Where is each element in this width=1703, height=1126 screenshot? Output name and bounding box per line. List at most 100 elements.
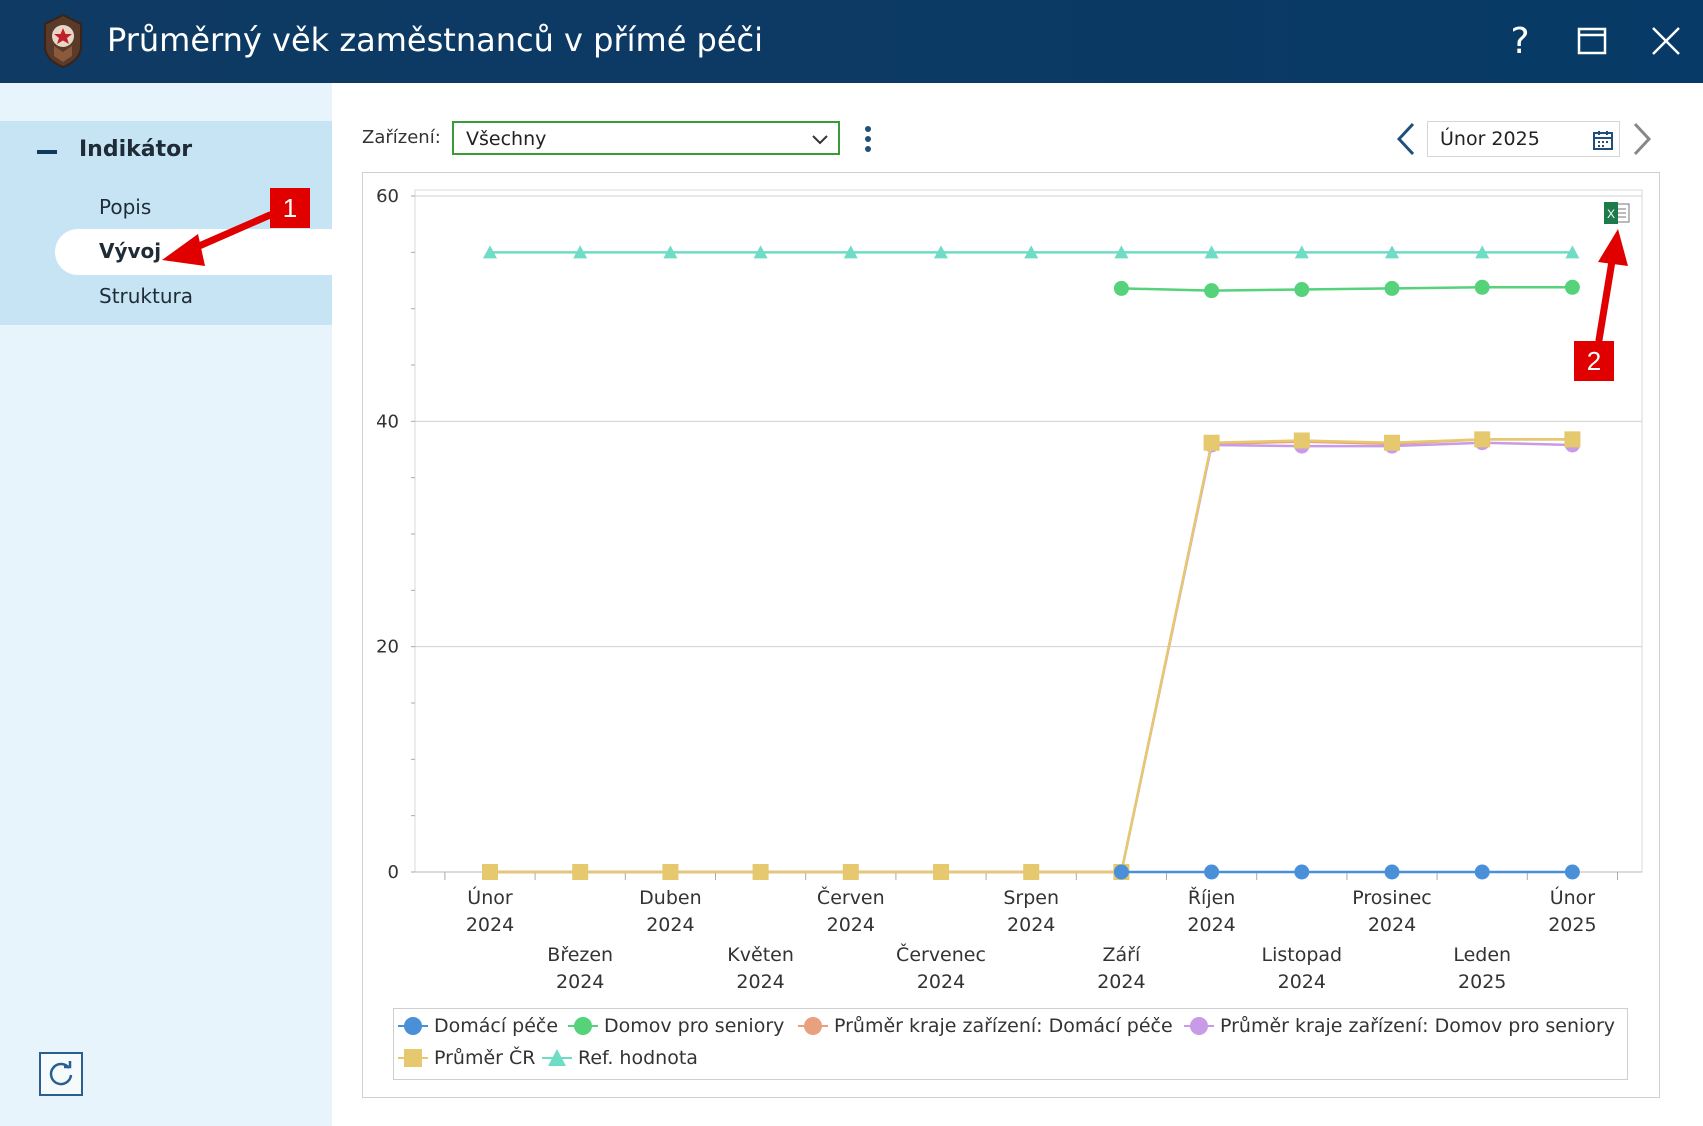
maximize-button[interactable] — [1567, 14, 1617, 68]
data-point — [933, 864, 949, 880]
help-icon: ? — [1510, 20, 1530, 62]
data-point — [1474, 279, 1490, 295]
annotation-callout-2: 2 — [1574, 341, 1614, 381]
data-point — [1113, 864, 1129, 880]
previous-period-button[interactable] — [1391, 120, 1421, 158]
sidebar-item-vyvoj[interactable]: Vývoj — [99, 239, 162, 263]
data-point — [1474, 431, 1491, 448]
x-tick-label: 2024 — [556, 971, 604, 993]
x-tick-label: Leden — [1453, 944, 1511, 966]
calendar-icon[interactable] — [1593, 130, 1613, 150]
refresh-button[interactable] — [39, 1052, 83, 1096]
indicator-section: Indikátor Popis Vývoj Struktura — [0, 121, 332, 325]
period-value: Únor 2025 — [1440, 128, 1540, 150]
annotation-callout-1: 1 — [270, 188, 310, 228]
excel-icon: X — [1604, 202, 1630, 224]
data-point — [1204, 864, 1220, 880]
legend-item[interactable]: Domov pro seniory — [568, 1015, 784, 1037]
period-picker[interactable]: Únor 2025 — [1427, 121, 1620, 157]
legend-item[interactable]: Průměr kraje zařízení: Domácí péče — [798, 1015, 1173, 1037]
data-point — [1024, 245, 1039, 259]
sidebar-item-struktura[interactable]: Struktura — [99, 284, 194, 308]
series-line — [490, 441, 1573, 874]
data-point — [1294, 282, 1310, 298]
x-tick-label: Srpen — [1003, 887, 1059, 909]
x-tick-label: 2024 — [1187, 914, 1235, 936]
data-point — [1204, 283, 1220, 299]
data-point — [1023, 864, 1040, 880]
data-point — [1384, 864, 1400, 880]
data-point — [572, 864, 589, 880]
title-bar: Průměrný věk zaměstnanců v přímé péči ? — [0, 0, 1703, 83]
close-button[interactable] — [1641, 14, 1691, 68]
data-point — [843, 245, 858, 259]
close-icon — [1652, 27, 1680, 55]
kebab-menu-icon — [865, 126, 871, 152]
facility-select[interactable]: Všechny — [452, 121, 840, 155]
data-point — [1203, 434, 1220, 451]
data-point — [662, 864, 679, 880]
data-point — [1204, 245, 1219, 259]
data-point — [934, 245, 948, 259]
data-point — [1565, 245, 1580, 259]
sidebar-item-popis[interactable]: Popis — [99, 195, 152, 219]
data-point — [1384, 280, 1400, 296]
x-tick-label: Květen — [727, 944, 794, 966]
x-tick-label: 2025 — [1548, 914, 1596, 936]
window-title: Průměrný věk zaměstnanců v přímé péči — [107, 21, 764, 59]
data-point — [573, 245, 588, 259]
data-point — [1293, 432, 1310, 449]
x-tick-label: Říjen — [1188, 886, 1236, 909]
sidebar-item-vyvoj-highlight[interactable] — [55, 229, 332, 275]
data-point — [482, 864, 498, 880]
x-tick-label: 2024 — [466, 914, 514, 936]
data-point — [1114, 245, 1129, 259]
data-point — [1113, 280, 1129, 296]
data-point — [842, 864, 859, 880]
legend-marker-circle-icon — [398, 1017, 428, 1035]
chevron-down-icon — [812, 135, 828, 145]
line-chart: 0 20 40 60 Únor 2024 Březen 2024 Duben 2024 Květen… — [376, 186, 1643, 993]
app-logo-icon — [34, 12, 92, 70]
data-point — [752, 864, 769, 880]
legend-item[interactable]: Ref. hodnota — [542, 1047, 698, 1069]
legend-item[interactable]: Průměr kraje zařízení: Domov pro seniory — [1184, 1015, 1615, 1037]
x-tick-label: Duben — [639, 887, 701, 909]
next-period-button[interactable] — [1627, 120, 1657, 158]
x-tick-label: Únor — [467, 885, 513, 909]
legend-marker-circle-icon — [1184, 1017, 1214, 1035]
legend-label: Ref. hodnota — [578, 1047, 698, 1069]
x-tick-label: Únor — [1550, 885, 1596, 909]
refresh-icon — [49, 1061, 73, 1086]
data-point — [1564, 279, 1580, 295]
x-tick-label: 2024 — [646, 914, 694, 936]
export-excel-button[interactable]: X — [1603, 198, 1631, 228]
more-options-button[interactable] — [858, 124, 878, 154]
y-tick-label: 20 — [376, 637, 399, 658]
x-tick-label: Září — [1103, 944, 1141, 966]
x-tick-label: 2024 — [1097, 971, 1145, 993]
y-tick-label: 0 — [388, 862, 399, 883]
x-tick-label: 2024 — [1007, 914, 1055, 936]
data-point — [1384, 434, 1400, 451]
data-point — [1294, 245, 1309, 259]
help-button[interactable]: ? — [1495, 14, 1545, 68]
plot-area — [414, 189, 1643, 873]
indicator-section-header[interactable]: Indikátor — [0, 121, 332, 181]
y-tick-label: 60 — [376, 186, 399, 207]
legend-label: Průměr ČR — [434, 1047, 536, 1069]
collapse-icon[interactable] — [37, 150, 57, 154]
data-point — [1474, 864, 1490, 880]
data-point — [663, 245, 678, 259]
chevron-left-icon — [1396, 122, 1415, 156]
legend-item[interactable]: Průměr ČR — [398, 1047, 536, 1069]
maximize-icon — [1577, 27, 1607, 55]
x-tick-label: Březen — [547, 944, 613, 966]
y-tick-label: 40 — [376, 411, 399, 432]
series-line — [1121, 286, 1573, 292]
x-tick-label: Listopad — [1261, 944, 1342, 966]
legend-item[interactable]: Domácí péče — [398, 1015, 558, 1037]
x-tick-label: 2024 — [1278, 971, 1326, 993]
x-tick-label: Červenec — [896, 942, 986, 966]
x-tick-label: 2024 — [827, 914, 875, 936]
